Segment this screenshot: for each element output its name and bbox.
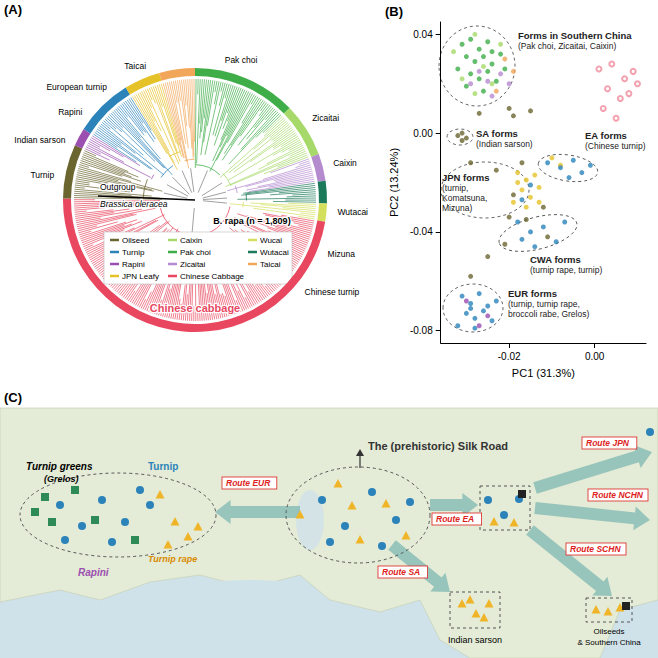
svg-text:Turnip greens: Turnip greens — [26, 461, 93, 472]
svg-text:Turnip: Turnip — [30, 170, 54, 180]
svg-text:Chinese turnip: Chinese turnip — [305, 287, 360, 297]
svg-text:Indian sarson: Indian sarson — [14, 135, 65, 145]
svg-text:Forms in Southern China: Forms in Southern China — [518, 30, 632, 41]
svg-text:-0.08: -0.08 — [410, 325, 433, 336]
svg-text:0.00: 0.00 — [585, 351, 605, 362]
svg-text:(Indian sarson): (Indian sarson) — [476, 139, 533, 149]
svg-text:(turnip rape, turnip): (turnip rape, turnip) — [530, 265, 602, 275]
svg-text:Wucai: Wucai — [260, 236, 282, 245]
svg-text:Turnip: Turnip — [122, 248, 145, 257]
svg-text:PC2 (13.24%): PC2 (13.24%) — [388, 148, 400, 217]
svg-text:Turnip rape: Turnip rape — [148, 554, 197, 564]
svg-text:Zicaitai: Zicaitai — [180, 260, 206, 269]
svg-text:Komatsuna,: Komatsuna, — [442, 193, 487, 203]
svg-text:Mizuna: Mizuna — [328, 249, 356, 259]
svg-text:Route NCHN: Route NCHN — [592, 490, 644, 500]
svg-text:Route EUR: Route EUR — [226, 478, 271, 488]
svg-text:broccoli rabe, Grelos): broccoli rabe, Grelos) — [508, 309, 589, 319]
svg-text:Pak choi: Pak choi — [225, 55, 258, 65]
svg-text:PC1 (31.3%): PC1 (31.3%) — [512, 367, 575, 379]
svg-text:Wutacai: Wutacai — [260, 248, 289, 257]
svg-text:Brassica oleracea: Brassica oleracea — [100, 199, 168, 209]
svg-text:(turnip, turnip rape,: (turnip, turnip rape, — [508, 299, 580, 309]
svg-text:The (prehistoric) Silk Road: The (prehistoric) Silk Road — [368, 440, 508, 452]
svg-text:Chinese cabbage: Chinese cabbage — [150, 302, 240, 314]
svg-text:Taicai: Taicai — [124, 61, 146, 71]
svg-text:(Grelos): (Grelos) — [44, 474, 79, 484]
svg-text:-0.02: -0.02 — [498, 351, 521, 362]
svg-text:Route SCHN: Route SCHN — [570, 544, 621, 554]
svg-text:Caixin: Caixin — [333, 158, 357, 168]
svg-text:0.00: 0.00 — [413, 128, 433, 139]
svg-text:(C): (C) — [4, 390, 22, 405]
svg-text:Rapini: Rapini — [58, 107, 82, 117]
svg-text:Route EA: Route EA — [436, 514, 474, 524]
svg-text:Rapini: Rapini — [78, 567, 109, 578]
svg-text:SA forms: SA forms — [476, 128, 518, 139]
svg-text:Oilseeds: Oilseeds — [593, 627, 624, 636]
svg-text:JPN Leafy: JPN Leafy — [122, 272, 159, 281]
svg-text:(Chinese turnip): (Chinese turnip) — [585, 141, 646, 151]
svg-text:Outgroup: Outgroup — [100, 182, 136, 192]
svg-text:-0.04: -0.04 — [410, 226, 433, 237]
svg-text:European turnip: European turnip — [46, 82, 107, 92]
svg-text:CWA forms: CWA forms — [530, 254, 581, 265]
svg-text:(B): (B) — [385, 4, 403, 19]
svg-text:Oilseed: Oilseed — [122, 236, 149, 245]
svg-text:B. rapa (n = 1,809): B. rapa (n = 1,809) — [213, 216, 290, 226]
svg-text:Zicaitai: Zicaitai — [312, 113, 339, 123]
svg-text:Taicai: Taicai — [260, 260, 281, 269]
svg-text:0.04: 0.04 — [413, 29, 433, 40]
svg-text:Mizuna): Mizuna) — [442, 203, 472, 213]
svg-text:(turnip,: (turnip, — [442, 183, 468, 193]
svg-text:EUR forms: EUR forms — [508, 288, 557, 299]
svg-text:Indian sarson: Indian sarson — [448, 635, 502, 645]
svg-text:Rapini: Rapini — [122, 260, 145, 269]
svg-text:Caixin: Caixin — [180, 236, 202, 245]
svg-text:Chinese Cabbage: Chinese Cabbage — [180, 272, 245, 281]
svg-text:EA forms: EA forms — [585, 130, 627, 141]
svg-text:Route SA: Route SA — [382, 567, 420, 577]
svg-text:Turnip: Turnip — [148, 461, 178, 472]
svg-text:JPN forms: JPN forms — [442, 172, 490, 183]
svg-text:Route JPN: Route JPN — [586, 438, 630, 448]
svg-text:Wutacai: Wutacai — [337, 207, 368, 217]
svg-text:& Southern China: & Southern China — [577, 638, 641, 647]
svg-text:(A): (A) — [4, 2, 22, 17]
svg-text:(Pak choi, Zicaitai, Caixin): (Pak choi, Zicaitai, Caixin) — [518, 41, 616, 51]
svg-text:Pak choi: Pak choi — [180, 248, 211, 257]
